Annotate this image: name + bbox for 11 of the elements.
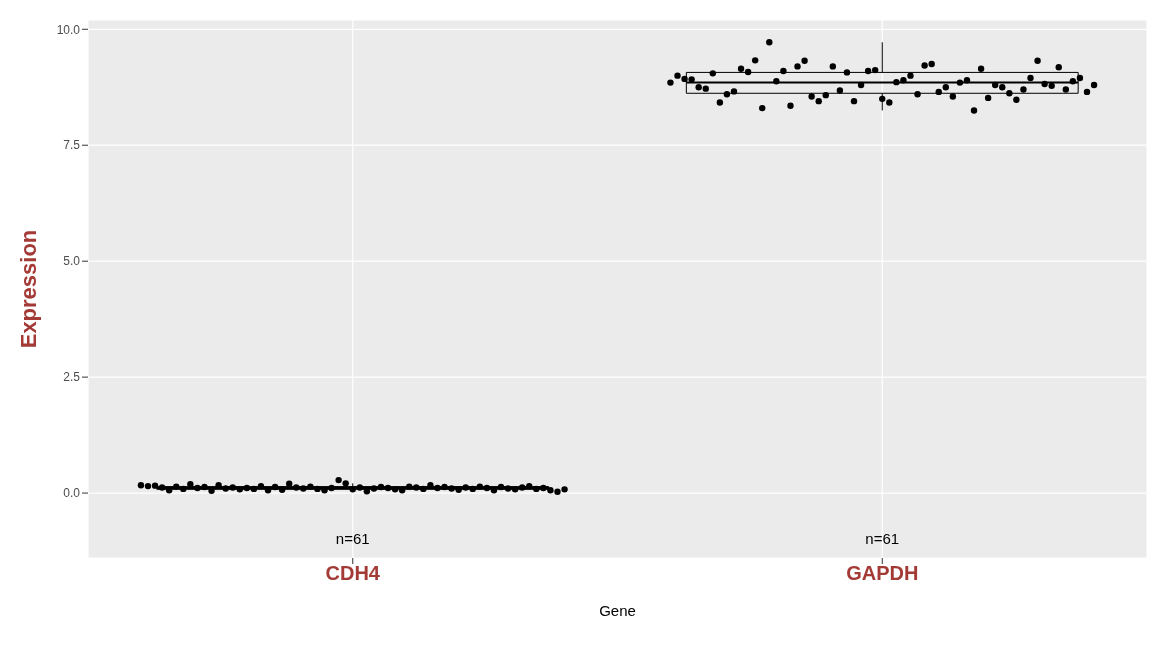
annotation: n=61 <box>335 530 370 548</box>
y-tick-label: 7.5 <box>63 138 81 153</box>
y-axis-title: Expression <box>15 229 41 349</box>
x-tick-label: GAPDH <box>846 562 919 585</box>
x-tick-label: CDH4 <box>325 562 381 585</box>
x-axis-title: Gene <box>599 602 636 619</box>
y-tick-label: 2.5 <box>63 370 81 385</box>
y-tick-label: 5.0 <box>63 254 81 269</box>
y-tick-label: 10.0 <box>56 22 81 37</box>
annotation: n=61 <box>865 530 900 548</box>
y-tick-label: 0.0 <box>63 486 81 501</box>
